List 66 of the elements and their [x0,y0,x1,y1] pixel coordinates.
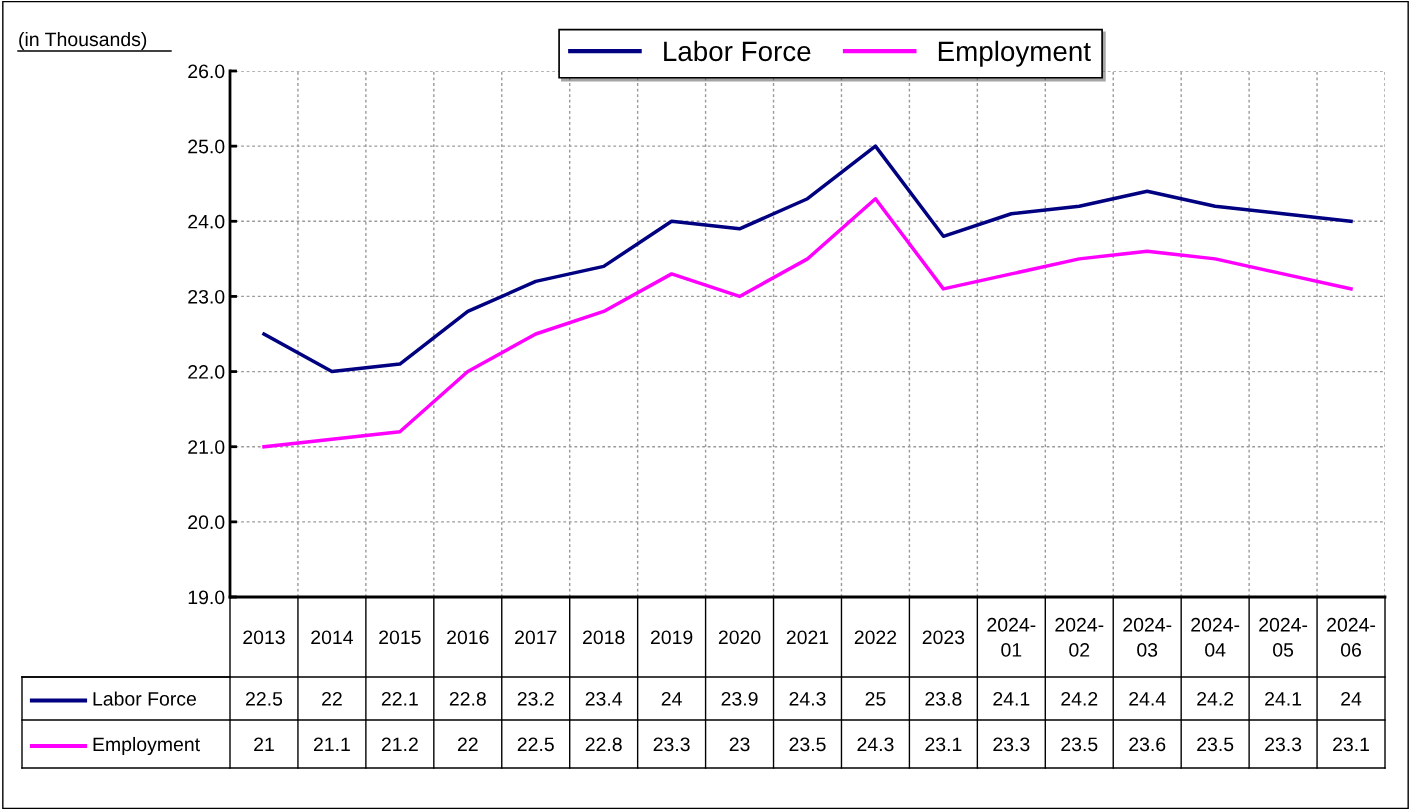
data-label: 21.1 [313,737,350,752]
y-tick-label: 19.0 [188,590,225,605]
y-tick-label: 21.0 [188,440,225,454]
x-tick-label: 2024-05 [1259,617,1308,657]
data-label: 22.1 [381,691,418,706]
x-tick-label: 2016 [447,630,489,645]
data-label: 23.5 [1197,737,1234,752]
y-tick-label: 25.0 [188,139,225,154]
data-label: 24.1 [1265,691,1302,706]
data-label: 23.1 [1333,737,1369,752]
data-label: 24.1 [993,691,1030,706]
data-label: 23.5 [1061,737,1098,752]
data-label: 22 [322,691,342,706]
y-axis-title: (in Thousands) [19,31,147,51]
y-tick-label: 23.0 [188,289,225,304]
x-tick-label: 2019 [650,630,693,645]
x-tick-label: 2024-04 [1191,617,1240,657]
data-label: 24.3 [857,737,894,752]
x-tick-label: 2024-03 [1123,617,1172,657]
x-tick-label: 2020 [718,630,761,645]
x-tick-label: 2018 [583,630,625,645]
data-label: 22.5 [246,691,283,706]
x-tick-label: 2014 [311,630,353,645]
data-label: 21.2 [381,737,418,752]
data-label: 23 [729,737,750,752]
data-label: 23.4 [585,691,623,706]
x-tick-label: 2024-01 [987,617,1036,657]
data-label: 23.3 [1265,737,1302,752]
data-label: 21 [254,737,274,752]
x-tick-label: 2021 [786,630,829,645]
data-label: 22.8 [449,691,486,706]
legend-label: Employment [938,40,1091,67]
data-label: 23.3 [653,737,690,752]
x-tick-label: 2024-06 [1327,617,1376,657]
data-label: 24 [1341,691,1362,706]
data-label: 22.8 [585,737,622,752]
x-tick-label: 2022 [854,630,897,645]
line-series [262,144,1353,374]
data-label: 24.3 [789,691,826,706]
x-tick-label: 2017 [515,630,557,645]
data-label: 24 [661,691,682,706]
data-label: 24.2 [1061,691,1098,706]
x-tick-label: 2015 [379,630,421,645]
data-label: 22 [457,737,478,752]
data-label: 23.9 [721,691,758,706]
data-label: 25 [865,691,886,706]
data-label: 23.6 [1129,737,1166,752]
line-series [262,197,1353,449]
data-label: 23.3 [993,737,1030,752]
x-tick-label: 2013 [243,630,285,645]
x-tick-label: 2024-02 [1055,617,1104,657]
text: Employment [93,736,200,756]
y-tick-label: 22.0 [188,365,225,379]
y-tick-label: 26.0 [188,64,225,79]
data-label: 23.1 [925,737,962,752]
y-tick-label: 24.0 [188,214,225,229]
data-label: 23.2 [517,691,554,706]
data-label: 24.2 [1197,691,1234,706]
x-tick-label: 2023 [922,630,965,645]
y-tick-label: 20.0 [188,515,225,530]
data-label: 24.4 [1129,691,1166,706]
text: Labor Force [93,691,196,706]
data-label: 22.5 [517,737,554,752]
data-label: 23.5 [789,737,826,752]
data-label: 23.8 [925,691,962,706]
legend-label: Labor Force [664,40,811,62]
